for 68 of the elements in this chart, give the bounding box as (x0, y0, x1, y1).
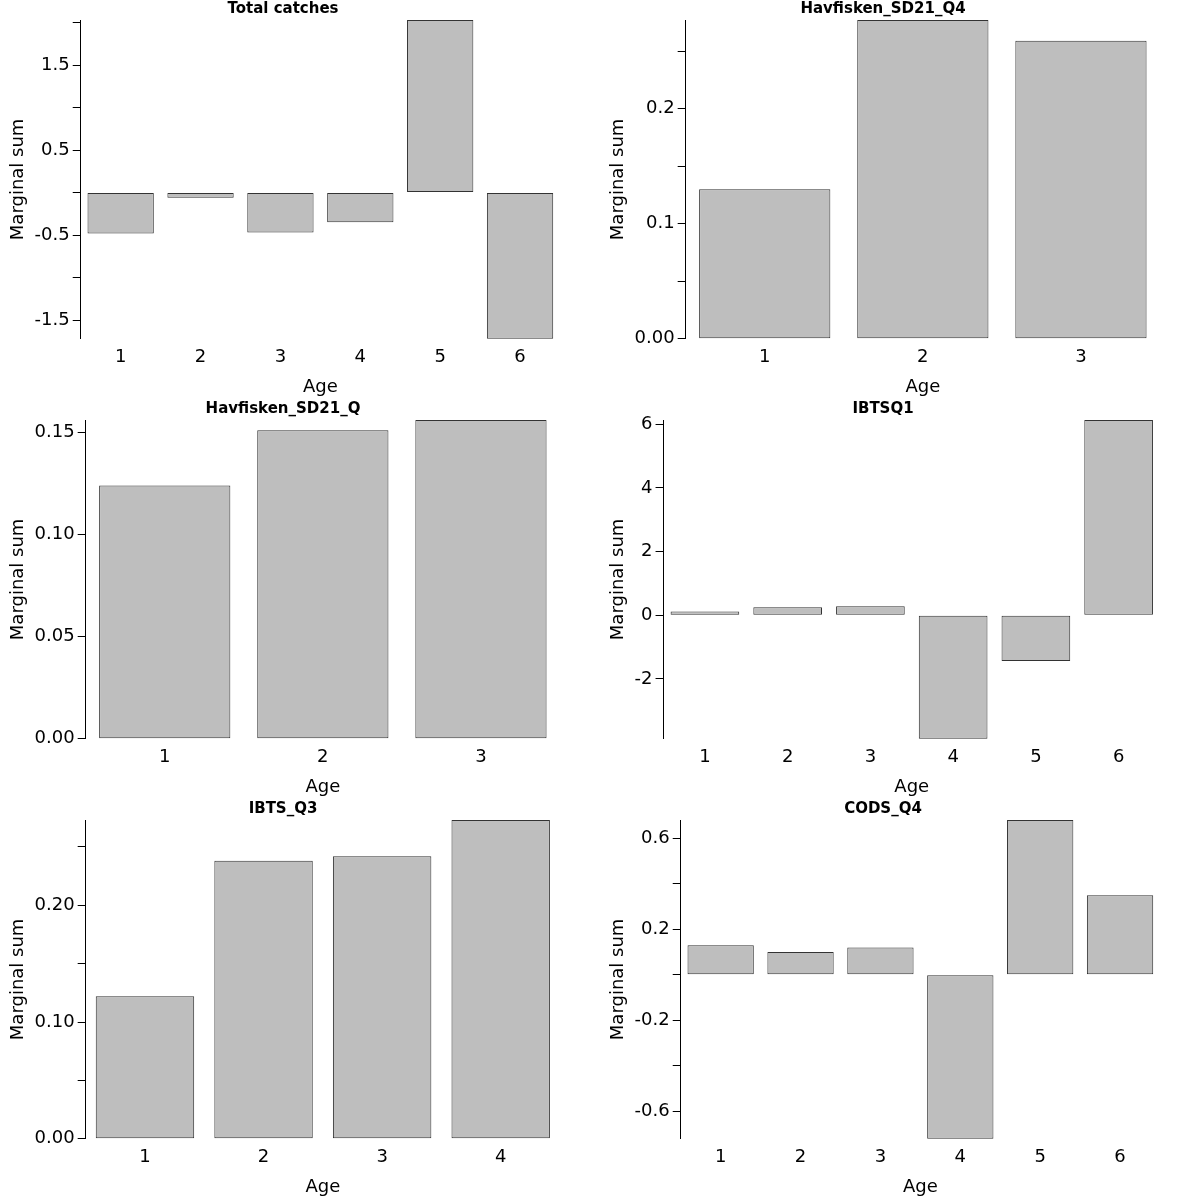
y-tick-label: -0.6 (634, 1099, 670, 1121)
x-tick-label: 1 (139, 1145, 151, 1167)
y-tick-label: -2 (634, 666, 653, 688)
chart-title: Havfisken_SD21_Q (205, 398, 361, 417)
chart-title: IBTSQ1 (852, 398, 914, 417)
y-tick-label: 0.00 (34, 726, 75, 748)
x-tick-label: 1 (114, 345, 127, 367)
y-tick-label: 0.5 (41, 137, 70, 159)
x-tick-label: 2 (794, 1145, 807, 1167)
x-tick-label: 4 (954, 1145, 967, 1167)
y-tick-label: 1.5 (41, 52, 70, 74)
x-tick-label: 4 (354, 345, 367, 367)
x-tick-label: 5 (1030, 745, 1042, 767)
x-axis-title: Age (894, 774, 930, 796)
x-axis-title: Age (905, 374, 941, 396)
x-tick-label: 4 (947, 745, 959, 767)
x-tick-label: 3 (874, 1145, 887, 1167)
x-tick-label: 5 (434, 345, 446, 367)
x-tick-label: 2 (317, 745, 329, 767)
x-tick-label: 2 (917, 345, 929, 367)
y-axis-title: Marginal sum (606, 118, 628, 241)
y-tick-label: 6 (641, 411, 653, 433)
x-tick-label: 1 (714, 1145, 727, 1167)
x-tick-label: 3 (376, 1145, 388, 1167)
y-tick-label: -1.5 (34, 307, 70, 329)
y-axis-title: Marginal sum (606, 518, 628, 641)
y-tick-label: 0.00 (34, 1126, 75, 1148)
y-tick-label: 0.10 (34, 1009, 75, 1031)
chart-title: Havfisken_SD21_Q4 (800, 0, 966, 17)
y-tick-label: -0.2 (634, 1008, 670, 1030)
y-axis-title: Marginal sum (6, 518, 28, 641)
y-tick-label: -0.5 (34, 222, 70, 244)
y-axis-title: Marginal sum (606, 918, 628, 1041)
x-axis-title: Age (305, 1174, 341, 1196)
x-tick-label: 6 (1112, 745, 1125, 767)
y-tick-label: 0.6 (641, 825, 670, 847)
x-axis-title: Age (302, 374, 338, 396)
x-tick-label: 6 (1114, 1145, 1126, 1167)
chart-title: CODS_Q4 (844, 798, 922, 817)
x-tick-label: 1 (159, 745, 171, 767)
y-tick-label: 0.15 (34, 419, 75, 441)
y-tick-label: 4 (641, 475, 653, 497)
chart-title: Total catches (227, 0, 339, 17)
y-tick-label: 0.10 (34, 522, 75, 544)
y-tick-label: 0.1 (646, 211, 675, 233)
y-tick-label: 2 (641, 539, 653, 561)
x-tick-label: 1 (759, 345, 771, 367)
x-tick-label: 2 (257, 1145, 270, 1167)
x-axis-title: Age (902, 1174, 938, 1196)
x-tick-label: 3 (274, 345, 287, 367)
x-tick-label: 6 (514, 345, 526, 367)
y-tick-label: 0.2 (646, 96, 675, 118)
x-tick-label: 4 (494, 1145, 507, 1167)
y-tick-label: 0.05 (34, 624, 75, 646)
x-tick-label: 3 (475, 745, 487, 767)
x-tick-label: 3 (864, 745, 877, 767)
y-axis-title: Marginal sum (6, 918, 28, 1041)
y-axis-title: Marginal sum (6, 118, 28, 241)
x-tick-label: 1 (699, 745, 711, 767)
x-axis-title: Age (305, 774, 341, 796)
y-tick-label: 0 (641, 602, 653, 624)
chart-title: IBTS_Q3 (248, 798, 318, 817)
x-tick-label: 2 (194, 345, 207, 367)
y-tick-label: 0.2 (641, 916, 670, 938)
x-tick-label: 2 (781, 745, 794, 767)
y-tick-label: 0.20 (34, 892, 75, 914)
x-tick-label: 3 (1075, 345, 1087, 367)
x-tick-label: 5 (1034, 1145, 1046, 1167)
